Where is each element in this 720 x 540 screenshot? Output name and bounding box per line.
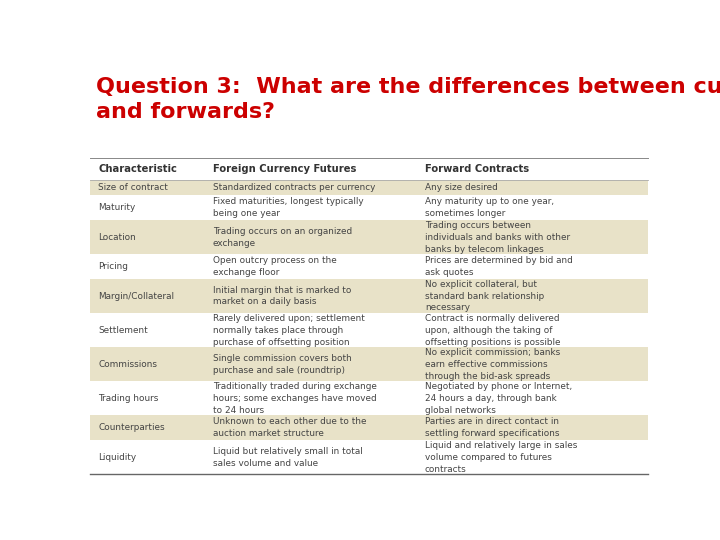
Text: Liquidity: Liquidity (99, 453, 137, 462)
Bar (90, 415, 648, 440)
Text: Traditionally traded during exchange
hours; some exchanges have moved
to 24 hour: Traditionally traded during exchange hou… (213, 382, 377, 415)
Text: Question 3:  What are the differences between currency futures
and forwards?: Question 3: What are the differences bet… (96, 77, 720, 122)
Text: Initial margin that is marked to
market on a daily basis: Initial margin that is marked to market … (213, 286, 351, 307)
Text: Trading occurs between
individuals and banks with other
banks by telecom linkage: Trading occurs between individuals and b… (425, 221, 570, 253)
Bar (90, 381, 648, 415)
Bar (90, 347, 648, 381)
Text: Maturity: Maturity (99, 203, 135, 212)
Text: Characteristic: Characteristic (99, 164, 177, 174)
Text: No explicit commission; banks
earn effective commissions
through the bid-ask spr: No explicit commission; banks earn effec… (425, 348, 560, 381)
Bar (90, 440, 648, 474)
Text: Liquid but relatively small in total
sales volume and value: Liquid but relatively small in total sal… (213, 447, 362, 468)
Text: Single commission covers both
purchase and sale (roundtrip): Single commission covers both purchase a… (213, 354, 351, 375)
Text: Commissions: Commissions (99, 360, 158, 369)
Text: Any size desired: Any size desired (425, 183, 498, 192)
Text: Fixed maturities, longest typically
being one year: Fixed maturities, longest typically bein… (213, 198, 364, 218)
Text: Liquid and relatively large in sales
volume compared to futures
contracts: Liquid and relatively large in sales vol… (425, 441, 577, 474)
Text: Rarely delivered upon; settlement
normally takes place through
purchase of offse: Rarely delivered upon; settlement normal… (213, 314, 364, 347)
Text: Open outcry process on the
exchange floor: Open outcry process on the exchange floo… (213, 256, 336, 277)
Text: Contract is normally delivered
upon, although the taking of
offsetting positions: Contract is normally delivered upon, alt… (425, 314, 560, 347)
Text: Prices are determined by bid and
ask quotes: Prices are determined by bid and ask quo… (425, 256, 572, 277)
Bar (90, 195, 648, 220)
Text: Parties are in direct contact in
settling forward specifications: Parties are in direct contact in settlin… (425, 417, 559, 438)
Text: Counterparties: Counterparties (99, 423, 165, 433)
Text: Trading occurs on an organized
exchange: Trading occurs on an organized exchange (213, 227, 352, 248)
Bar (90, 254, 648, 279)
Text: Margin/Collateral: Margin/Collateral (99, 292, 174, 301)
Text: Pricing: Pricing (99, 262, 128, 271)
Text: Location: Location (99, 233, 136, 242)
Text: Unknown to each other due to the
auction market structure: Unknown to each other due to the auction… (213, 417, 366, 438)
Text: No explicit collateral, but
standard bank relationship
necessary: No explicit collateral, but standard ban… (425, 280, 544, 313)
Bar (90, 220, 648, 254)
Text: Size of contract: Size of contract (99, 183, 168, 192)
Text: Settlement: Settlement (99, 326, 148, 335)
Text: Standardized contracts per currency: Standardized contracts per currency (213, 183, 375, 192)
Bar (90, 313, 648, 347)
Bar (90, 158, 648, 180)
Text: Any maturity up to one year,
sometimes longer: Any maturity up to one year, sometimes l… (425, 198, 554, 218)
Text: Trading hours: Trading hours (99, 394, 158, 403)
Bar (90, 180, 648, 195)
Text: Negotiated by phone or Internet,
24 hours a day, through bank
global networks: Negotiated by phone or Internet, 24 hour… (425, 382, 572, 415)
Text: Foreign Currency Futures: Foreign Currency Futures (213, 164, 356, 174)
Bar (90, 279, 648, 313)
Text: Forward Contracts: Forward Contracts (425, 164, 529, 174)
